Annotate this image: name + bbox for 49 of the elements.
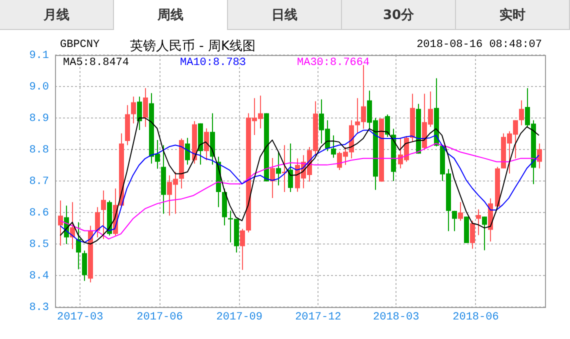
candlestick (240, 228, 245, 270)
candlestick (458, 202, 463, 222)
candlestick (385, 114, 390, 138)
text: 实时 (456, 0, 570, 30)
x-tick-label: 2018-03 (372, 312, 420, 324)
y-tick-label: 8.8 (29, 144, 49, 156)
x-tick-label: 2017-06 (136, 312, 183, 324)
candlestick (185, 137, 190, 166)
candlestick (143, 88, 148, 128)
candlestick (76, 222, 81, 270)
text: MA5:8.8474 (63, 56, 130, 69)
y-tick-label: 8.5 (29, 238, 49, 251)
candlestick (288, 143, 293, 193)
candlestick (101, 190, 106, 240)
chart-title: 英镑人民币 - 周K线图 (130, 38, 256, 55)
text: MA10:8.783 (180, 56, 246, 69)
candlestick (137, 96, 142, 130)
candlestick (58, 200, 63, 246)
candlestick (204, 128, 209, 161)
text: 30分 (342, 0, 456, 30)
text: 日线 (228, 0, 342, 30)
y-tick-label: 8.9 (29, 112, 49, 125)
y-tick-label: 9.0 (29, 81, 49, 94)
y-tick-label: 8.7 (29, 176, 49, 188)
candlestick (537, 143, 542, 169)
candlestick (331, 134, 336, 158)
candlestick (276, 151, 281, 186)
text: 周线 (114, 0, 228, 30)
candlestick (131, 96, 136, 124)
candlestick (482, 216, 487, 251)
text: 2018-08-16 08:48:07 (416, 39, 542, 51)
y-tick-label: 8.6 (29, 207, 49, 220)
x-tick-label: 2017-03 (56, 312, 104, 324)
candlestick (470, 220, 475, 250)
x-tick-label: 2017-09 (216, 312, 263, 324)
chart-subtitle: GBPCNY (60, 39, 100, 51)
candlestick (476, 208, 481, 236)
candlestick (95, 206, 100, 238)
text: MA30:8.7664 (297, 56, 370, 69)
candlestick (519, 100, 524, 126)
y-tick-label: 8.4 (29, 270, 50, 282)
x-tick-label: 2018-06 (452, 312, 499, 324)
candlestick (82, 250, 87, 282)
x-tick-label: 2017-12 (295, 312, 342, 324)
y-tick-label: 8.3 (29, 302, 49, 314)
y-tick-label: 9.1 (29, 50, 50, 62)
text: 月线 (0, 0, 114, 30)
candlestick (452, 210, 457, 232)
candlestick (270, 158, 275, 199)
